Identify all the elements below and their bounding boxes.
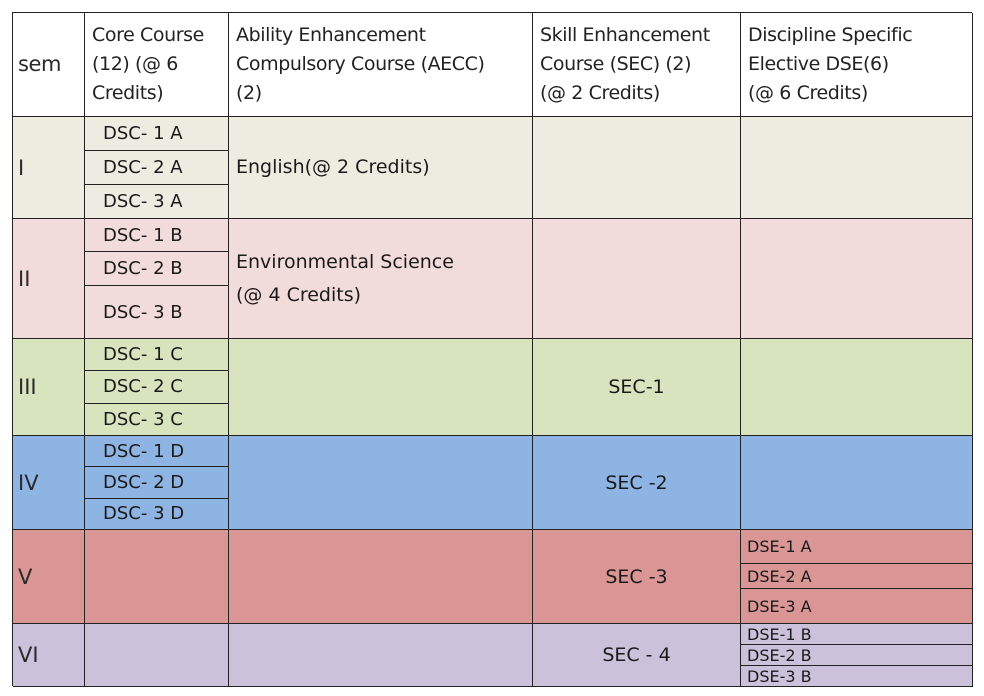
header-line: (@ 6 Credits) [748,82,868,104]
course-item: DSC- 1 D [85,436,228,468]
header-line: Core Course [92,24,204,46]
course-item: DSC- 2 C [85,371,228,404]
core-course-cell: DSC- 1 C DSC- 2 C DSC- 3 C [85,339,229,436]
course-item: DSC- 3 A [103,191,183,212]
aecc-cell [229,339,533,436]
header-core-course: Core Course (12) (@ 6 Credits) [85,13,229,117]
header-sem: sem [13,13,85,117]
elective-item: DSE-3 A [747,596,812,616]
semester-course-table: sem Core Course (12) (@ 6 Credits) Abili… [12,12,973,687]
sem-label-I: I [13,117,85,219]
core-course-cell: DSC- 1 D DSC- 2 D DSC- 3 D [85,436,229,530]
sem-label-II: II [13,219,85,339]
dse-cell [741,117,973,219]
header-line: Discipline Specific [748,24,913,46]
core-course-cell: DSC- 1 B DSC- 2 B DSC- 3 B [85,219,229,339]
header-line: (2) [236,82,262,104]
sem-label-III: III [13,339,85,436]
header-line: Credits) [92,82,164,104]
dse-cell: DSE-1 B DSE-2 B DSE-3 B [741,624,973,687]
header-line: Ability Enhancement [236,24,426,46]
sec-cell: SEC-1 [533,339,741,436]
header-line: Course (SEC) (2) [540,53,692,75]
header-line: (@ 2 Credits) [540,82,660,104]
dse-cell [741,436,973,530]
sec-cell [533,117,741,219]
core-course-cell: DSC- 1 A DSC- 2 A DSC- 3 A [85,117,229,219]
header-sec: Skill Enhancement Course (SEC) (2) (@ 2 … [533,13,741,117]
course-item: DSC- 3 C [103,408,183,430]
core-course-cell [85,624,229,687]
header-line: Compulsory Course (AECC) [236,53,485,75]
core-course-cell [85,530,229,624]
aecc-cell [229,530,533,624]
course-item: DSC- 1 B [85,219,228,252]
course-item: DSC- 2 D [85,467,228,499]
course-item: DSC- 1 A [85,117,228,151]
dse-cell: DSE-1 A DSE-2 A DSE-3 A [741,530,973,624]
sem-label-VI: VI [13,624,85,687]
header-aecc: Ability Enhancement Compulsory Course (A… [229,13,533,117]
aecc-text: Environmental Science [236,250,454,273]
sec-cell [533,219,741,339]
header-dse: Discipline Specific Elective DSE(6) (@ 6… [741,13,973,117]
elective-item: DSE-2 A [741,564,972,589]
sec-cell: SEC -3 [533,530,741,624]
header-sem-label: sem [18,52,62,76]
aecc-text: (@ 4 Credits) [236,283,362,306]
course-item: DSC- 3 D [103,503,185,525]
header-line: Skill Enhancement [540,24,710,46]
elective-item: DSE-1 B [741,624,972,645]
elective-item: DSE-1 A [741,530,972,564]
elective-item: DSE-2 B [741,645,972,666]
sec-cell: SEC - 4 [533,624,741,687]
dse-cell [741,339,973,436]
aecc-text: English(@ 2 Credits) [236,156,430,178]
header-line: Elective DSE(6) [748,53,889,75]
sem-label-IV: IV [13,436,85,530]
header-line: (12) (@ 6 [92,53,178,75]
aecc-cell: English(@ 2 Credits) [229,117,533,219]
course-item: DSC- 2 A [85,151,228,185]
aecc-cell [229,436,533,530]
aecc-cell [229,624,533,687]
sec-cell: SEC -2 [533,436,741,530]
course-item: DSC- 1 C [85,339,228,372]
dse-cell [741,219,973,339]
aecc-cell: Environmental Science (@ 4 Credits) [229,219,533,339]
course-item: DSC- 2 B [85,252,228,286]
sem-label-V: V [13,530,85,624]
course-item: DSC- 3 B [103,301,183,323]
elective-item: DSE-3 B [747,666,812,686]
